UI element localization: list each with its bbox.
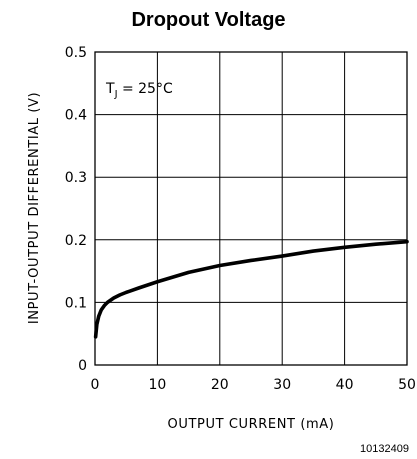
x-tick-labels: 0 10 20 30 40 50 — [91, 377, 416, 393]
y-tick-labels: 0 0.1 0.2 0.3 0.4 0.5 — [65, 45, 87, 374]
x-axis-label: OUTPUT CURRENT (mA) — [168, 417, 335, 432]
x-tick-label: 30 — [273, 377, 291, 393]
y-tick-label: 0.3 — [65, 170, 87, 186]
y-tick-label: 0 — [78, 358, 87, 374]
annotation-symbol: T — [105, 81, 115, 97]
figure-code: 10132409 — [360, 443, 409, 455]
dropout-voltage-curve — [93, 239, 409, 339]
annotation-value: = 25°C — [118, 81, 173, 97]
y-tick-label: 0.5 — [65, 45, 87, 61]
x-tick-label: 20 — [211, 377, 229, 393]
y-tick-label: 0.1 — [65, 295, 87, 311]
annotation-tj: TJ = 25°C — [105, 81, 173, 100]
chart-title: Dropout Voltage — [131, 9, 286, 31]
x-tick-label: 0 — [91, 377, 100, 393]
x-tick-label: 50 — [398, 377, 416, 393]
x-tick-label: 40 — [336, 377, 354, 393]
annotation-subscript: J — [114, 89, 118, 100]
plot-frame — [94, 51, 408, 366]
y-axis-label: INPUT-OUTPUT DIFFERENTIAL (V) — [27, 92, 42, 324]
y-tick-label: 0.4 — [65, 108, 87, 124]
x-tick-label: 10 — [148, 377, 166, 393]
grid-lines — [95, 52, 407, 365]
y-tick-label: 0.2 — [65, 233, 87, 249]
